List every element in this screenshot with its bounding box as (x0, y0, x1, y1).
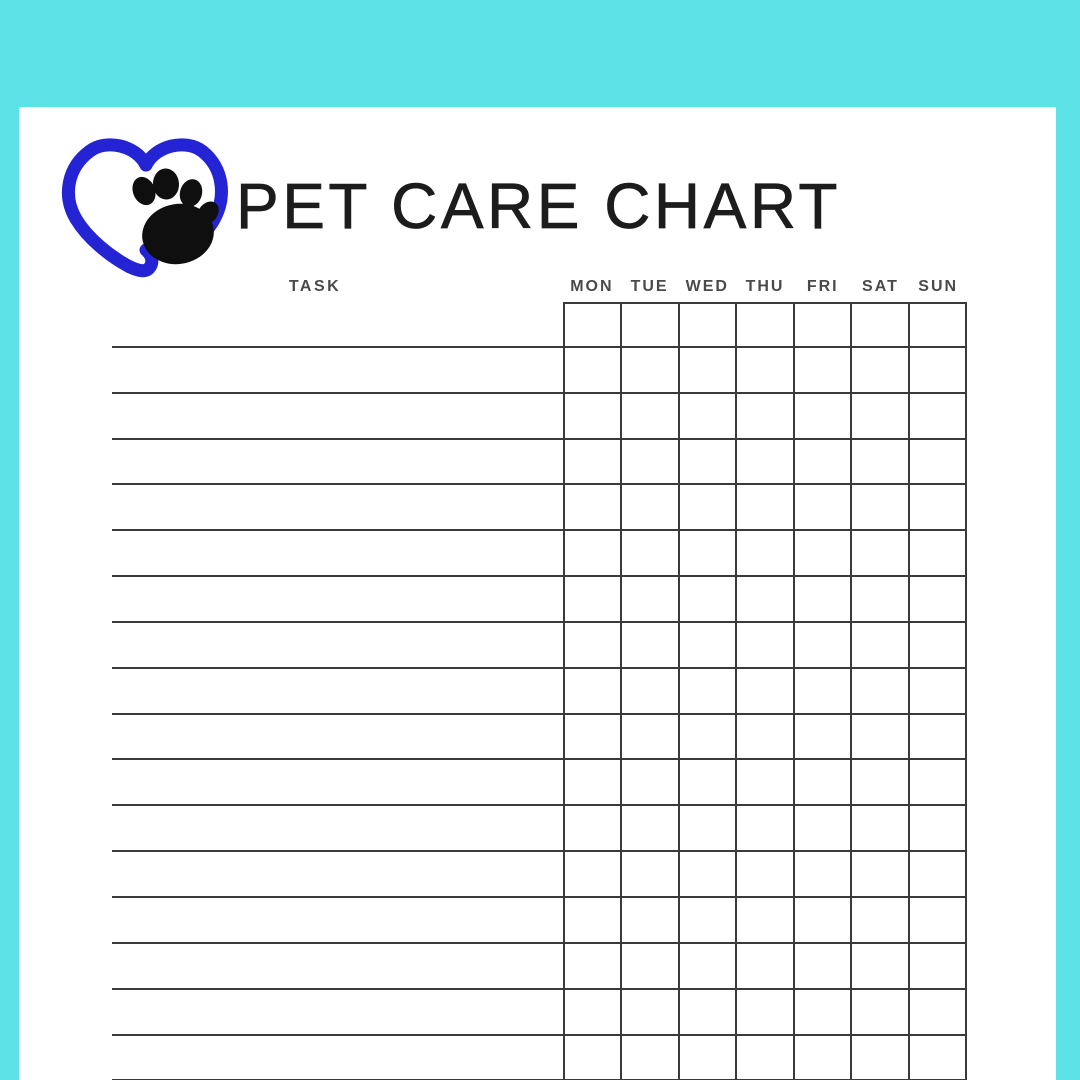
task-row (112, 348, 967, 394)
day-header-sun: SUN (918, 278, 959, 295)
task-row (112, 669, 967, 715)
day-header-tue: TUE (630, 278, 669, 295)
task-row (112, 715, 967, 761)
day-headers: MON TUE WED THU FRI SAT SUN (563, 278, 967, 296)
chart-page: PET CARE CHART TASK MON TUE WED THU FRI SAT SU… (19, 107, 1056, 1080)
task-row (112, 760, 967, 807)
task-row (112, 852, 967, 898)
day-column-wed (680, 304, 738, 1080)
task-row (112, 944, 967, 990)
day-header-sat: SAT (862, 278, 899, 295)
day-column-thu (737, 304, 795, 1080)
day-column-sun (910, 304, 965, 1080)
task-row (112, 440, 967, 486)
day-column-sat (852, 304, 910, 1080)
task-row (112, 806, 967, 853)
day-header-thu: THU (745, 278, 785, 295)
day-header-mon: MON (570, 278, 614, 295)
paw-icon (132, 168, 219, 265)
task-column-header: TASK (288, 278, 342, 295)
day-grid (563, 302, 967, 1080)
task-row (112, 302, 967, 348)
page-title: PET CARE CHART (236, 170, 841, 242)
task-rows (112, 302, 967, 1080)
day-header-wed: WED (685, 278, 729, 295)
day-column-tue (622, 304, 680, 1080)
task-row (112, 990, 967, 1036)
task-row (112, 898, 967, 944)
task-row (112, 577, 967, 623)
task-row (112, 485, 967, 532)
day-column-fri (795, 304, 853, 1080)
task-row (112, 394, 967, 440)
heart-paw-logo (62, 138, 228, 278)
day-header-fri: FRI (806, 278, 839, 295)
task-row (112, 531, 967, 578)
day-column-mon (565, 304, 623, 1080)
task-row (112, 623, 967, 669)
